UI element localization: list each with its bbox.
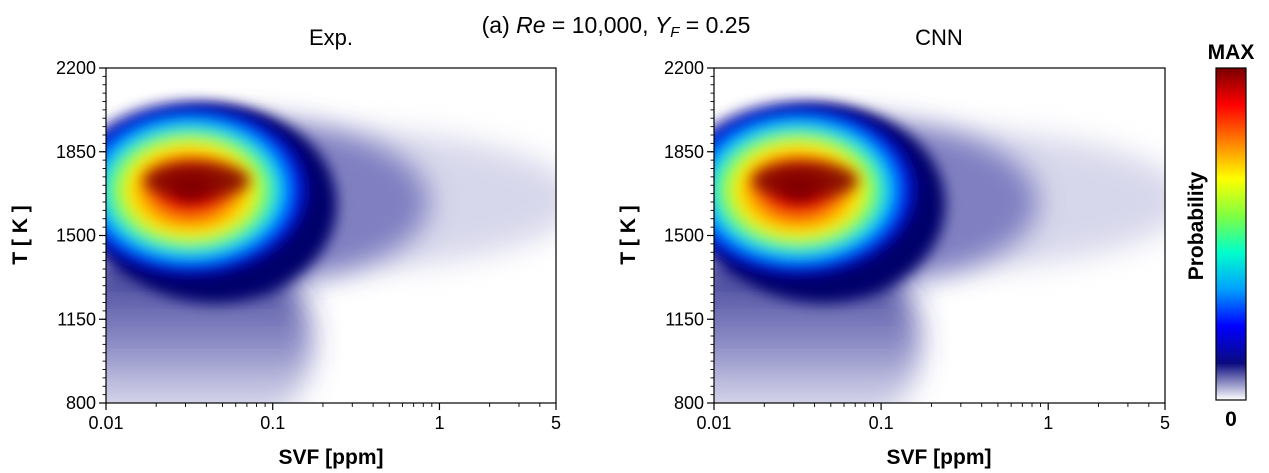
panel-exp-xlabel: SVF [ppm] xyxy=(279,446,384,469)
colorbar-title: Probability xyxy=(1185,171,1208,280)
panel-exp-density xyxy=(106,102,556,403)
panel-cnn-ylabel: T [ K ] xyxy=(617,205,640,264)
colorbar-gradient xyxy=(1215,67,1247,401)
super-title-prefix: (a) xyxy=(482,12,517,38)
y-tick-label: 2200 xyxy=(664,58,704,78)
figure-super-title: (a) Re = 10,000, YF = 0.25 xyxy=(482,12,751,41)
y-tick-label: 1500 xyxy=(664,226,704,246)
y-tick-label: 1150 xyxy=(665,309,704,329)
panel-exp-title: Exp. xyxy=(309,25,353,50)
y-tick-label: 1850 xyxy=(56,142,96,162)
x-tick-label: 1 xyxy=(434,413,444,433)
panel-cnn: CNN 800 1150 1500 1850 2200 0.01 0.1 1 5 SVF [pp… xyxy=(617,25,1170,469)
colorbar: MAX 0 Probability xyxy=(1185,41,1254,431)
colorbar-min-label: 0 xyxy=(1225,408,1237,431)
x-tick-label: 5 xyxy=(1160,413,1170,433)
density-peak xyxy=(143,162,250,199)
y-tick-label: 1500 xyxy=(56,226,96,246)
x-tick-label: 0.01 xyxy=(88,413,123,433)
super-title-re-symbol: Re xyxy=(516,12,545,38)
y-tick-label: 800 xyxy=(66,393,96,413)
super-title-y-symbol: Y xyxy=(655,12,672,38)
super-title-y-value: = 0.25 xyxy=(679,12,750,38)
y-tick-label: 1150 xyxy=(57,309,96,329)
panel-exp: Exp. 800 1150 1500 1850 2200 0.01 0.1 1 5 SVF [p… xyxy=(9,25,561,469)
panel-cnn-title: CNN xyxy=(915,25,963,50)
density-peak xyxy=(751,162,859,199)
panel-exp-ylabel: T [ K ] xyxy=(9,205,32,264)
x-tick-label: 0.1 xyxy=(260,413,285,433)
x-tick-label: 1 xyxy=(1043,413,1053,433)
y-tick-label: 1850 xyxy=(664,142,704,162)
x-tick-label: 0.01 xyxy=(696,413,731,433)
x-tick-label: 5 xyxy=(551,413,561,433)
panel-cnn-density xyxy=(714,102,1165,403)
panel-cnn-axes: 800 1150 1500 1850 2200 0.01 0.1 1 5 xyxy=(664,58,1170,433)
y-tick-label: 800 xyxy=(674,393,704,413)
super-title-re-value: = 10,000, xyxy=(546,12,655,38)
colorbar-max-label: MAX xyxy=(1208,41,1255,64)
panel-exp-axes: 800 1150 1500 1850 2200 0.01 0.1 1 5 xyxy=(56,58,561,433)
panel-cnn-xlabel: SVF [ppm] xyxy=(887,446,992,469)
super-title-y-subscript: F xyxy=(670,24,680,41)
x-tick-label: 0.1 xyxy=(869,413,894,433)
y-tick-label: 2200 xyxy=(56,58,96,78)
